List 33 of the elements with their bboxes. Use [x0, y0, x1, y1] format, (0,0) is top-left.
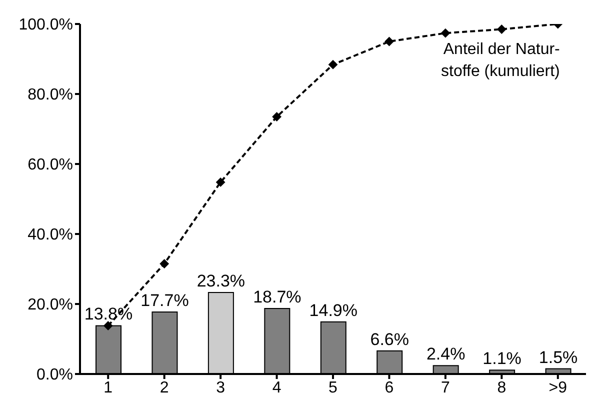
data-label: 2.4%: [426, 344, 466, 364]
point: [497, 24, 506, 34]
point: [104, 321, 113, 330]
point: [384, 37, 394, 46]
data-label: 1.1%: [482, 349, 522, 368]
x-tick-label: 8: [497, 379, 506, 396]
x-tick-label: 2: [160, 379, 169, 396]
data-label: 18.7%: [253, 288, 302, 307]
y-tick-label: 60.0%: [28, 156, 73, 174]
y-tick-label: 40.0%: [28, 226, 73, 244]
x-tick-label: >9: [548, 379, 568, 396]
data-label: 1.5%: [538, 348, 578, 367]
point: [272, 112, 282, 122]
x-tick-label: 5: [328, 379, 338, 396]
point: [440, 28, 450, 38]
x-tick-label: 1: [104, 379, 113, 396]
point: [216, 178, 226, 187]
data-label: 14.9%: [309, 300, 358, 320]
x-tick-label: 3: [216, 379, 226, 396]
point: [328, 60, 338, 70]
y-tick-label: 0.0%: [36, 366, 73, 384]
data-label: 6.6%: [370, 330, 409, 349]
x-tick-label: 4: [272, 379, 282, 396]
data-label: 13.8%: [84, 304, 133, 324]
x-tick-label: 6: [384, 379, 394, 396]
data-label: 23.3%: [196, 271, 246, 290]
y-tick-label: 100.0%: [18, 16, 73, 34]
data-label: 17.7%: [140, 291, 189, 310]
y-tick-label: 80.0%: [28, 86, 73, 104]
y-tick-label: 20.0%: [28, 296, 73, 314]
x-tick-label: 7: [440, 379, 450, 396]
point: [160, 259, 169, 268]
series-label: Anteil der Natur- stoffe (kumuliert): [441, 41, 560, 80]
